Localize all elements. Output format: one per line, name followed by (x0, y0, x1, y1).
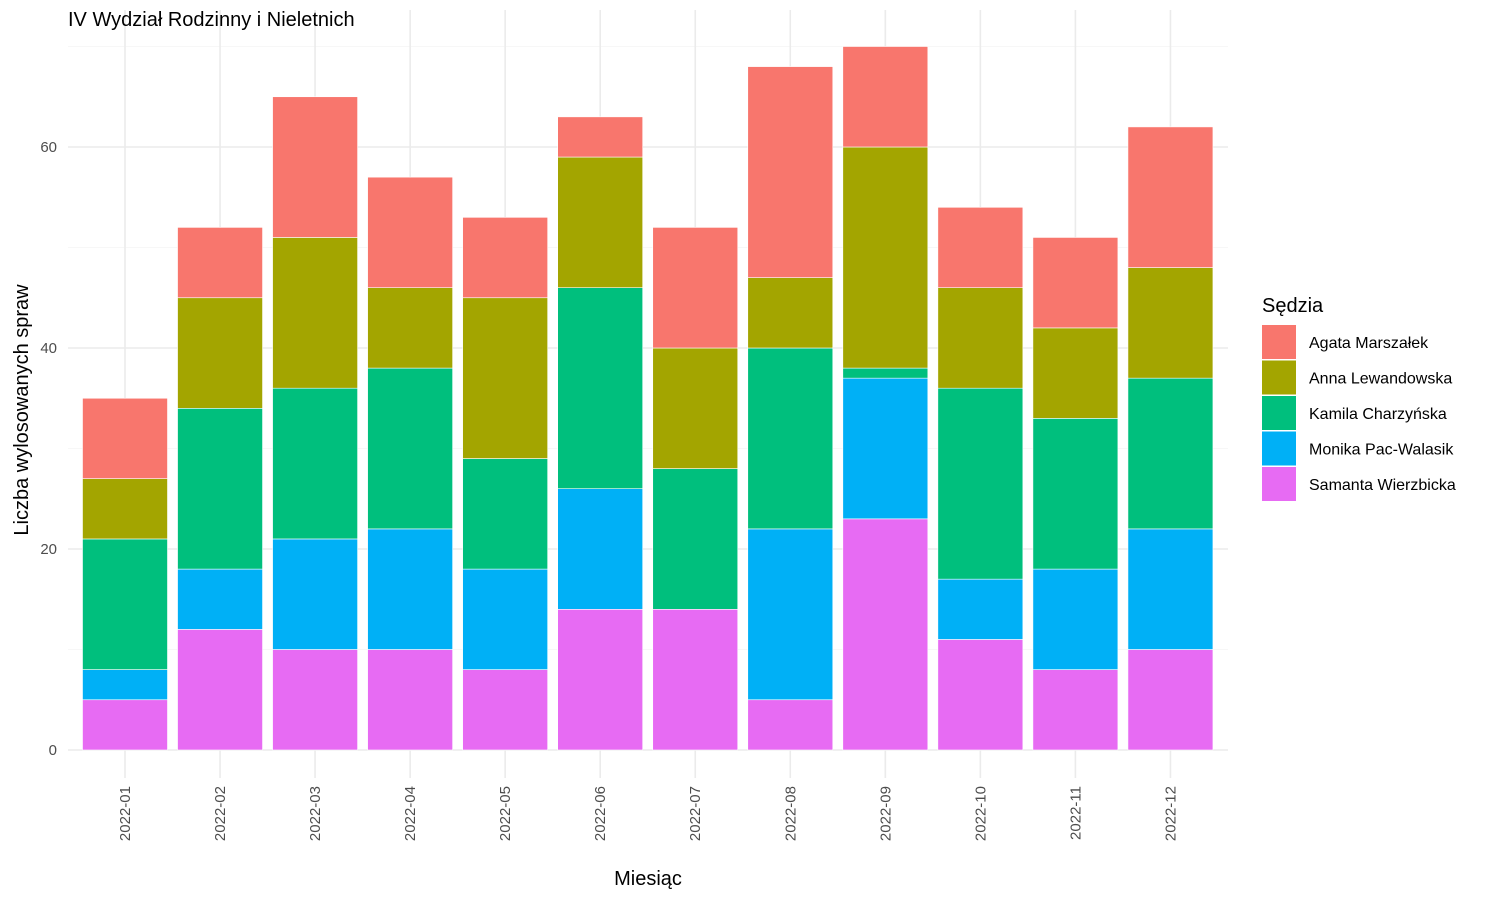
bar-segment: 2022-10 — Kamila Charzyńska: 19 (937, 387, 1024, 580)
bar-segment: 2022-09 — Anna Lewandowska: 22 (842, 146, 929, 369)
bar-segment: 2022-04 — Samanta Wierzbicka: 10 (367, 649, 453, 751)
x-tick-label: 2022-04 (402, 786, 419, 841)
legend-swatch (1262, 431, 1296, 466)
bar-segment: 2022-02 — Kamila Charzyńska: 16 (177, 407, 263, 570)
legend-label: Anna Lewandowska (1309, 371, 1452, 388)
legend-swatch (1262, 360, 1296, 395)
bar-segment: 2022-06 — Agata Marszałek: 4 (557, 116, 644, 158)
bar-segment: 2022-02 — Agata Marszałek: 7 (177, 227, 263, 299)
x-tick-label: 2022-10 (972, 786, 989, 841)
legend-swatch (1262, 325, 1296, 359)
bar-segment: 2022-05 — Samanta Wierzbicka: 8 (462, 669, 548, 751)
bar-segment: 2022-03 — Anna Lewandowska: 15 (272, 237, 358, 389)
bar-segment: 2022-09 — Monika Pac-Walasik: 14 (842, 377, 929, 520)
bar-segment: 2022-12 — Anna Lewandowska: 11 (1127, 267, 1214, 379)
bar-segment: 2022-06 — Samanta Wierzbicka: 14 (557, 608, 644, 751)
bar-segment: 2022-01 — Monika Pac-Walasik: 3 (82, 669, 168, 701)
bar-segment: 2022-07 — Agata Marszałek: 12 (652, 227, 739, 349)
bar-segment: 2022-10 — Monika Pac-Walasik: 6 (937, 578, 1024, 640)
chart-title: IV Wydział Rodzinny i Nieletnich (68, 9, 355, 31)
bar-segment: 2022-12 — Samanta Wierzbicka: 10 (1127, 649, 1214, 751)
x-axis-title: Miesiąc (614, 868, 682, 890)
bar-segment: 2022-09 — Agata Marszałek: 10 (842, 46, 929, 148)
legend-label: Monika Pac-Walasik (1309, 442, 1454, 459)
bar-segment: 2022-04 — Anna Lewandowska: 8 (367, 287, 453, 369)
bar-segment: 2022-07 — Samanta Wierzbicka: 14 (652, 608, 739, 751)
y-tick-label: 20 (40, 541, 57, 558)
bar-segment: 2022-08 — Monika Pac-Walasik: 17 (747, 528, 834, 701)
bar-segment: 2022-04 — Kamila Charzyńska: 16 (367, 367, 453, 530)
legend: Sędzia Agata Marszałek Anna Lewandowska Ka… (1262, 295, 1456, 501)
x-tick-label: 2022-11 (1067, 786, 1084, 840)
bar-segment: 2022-04 — Monika Pac-Walasik: 12 (367, 528, 453, 650)
bar-segment: 2022-02 — Samanta Wierzbicka: 12 (177, 629, 263, 751)
x-tick-label: 2022-06 (592, 786, 609, 841)
x-tick-label: 2022-05 (497, 786, 514, 841)
bar-segment: 2022-06 — Kamila Charzyńska: 20 (557, 287, 644, 490)
bar-segment: 2022-05 — Monika Pac-Walasik: 10 (462, 568, 548, 670)
bar-segment: 2022-11 — Anna Lewandowska: 9 (1032, 327, 1119, 419)
legend-label: Agata Marszałek (1309, 335, 1429, 352)
bar-segment: 2022-10 — Anna Lewandowska: 10 (937, 287, 1024, 389)
legend-swatch (1262, 396, 1296, 430)
bar-segment: 2022-10 — Samanta Wierzbicka: 11 (937, 639, 1024, 751)
bar-segment: 2022-09 — Kamila Charzyńska: 1 (842, 367, 929, 379)
x-tick-label: 2022-01 (117, 786, 134, 841)
bar-segment: 2022-01 — Agata Marszałek: 8 (82, 397, 168, 479)
bar-segment: 2022-06 — Anna Lewandowska: 13 (557, 156, 644, 288)
y-axis-title: Liczba wylosowanych spraw (11, 284, 33, 536)
bar-segment: 2022-04 — Agata Marszałek: 11 (367, 176, 453, 288)
bar-segment: 2022-05 — Anna Lewandowska: 16 (462, 297, 548, 459)
bar-segment: 2022-03 — Monika Pac-Walasik: 11 (272, 538, 358, 650)
y-tick-label: 40 (40, 340, 57, 357)
bar-segment: 2022-06 — Monika Pac-Walasik: 12 (557, 488, 644, 610)
bar-segment: 2022-08 — Kamila Charzyńska: 18 (747, 347, 834, 530)
bar-segment: 2022-09 — Samanta Wierzbicka: 23 (842, 518, 929, 751)
y-axis-ticks: 0 20 40 60 (40, 139, 57, 759)
x-axis-ticks: 2022-01 2022-02 2022-03 2022-04 2022-05 2022-… (117, 786, 1179, 841)
bar-segment: 2022-08 — Samanta Wierzbicka: 5 (747, 699, 834, 751)
bar-segment: 2022-11 — Samanta Wierzbicka: 8 (1032, 669, 1119, 751)
x-tick-label: 2022-03 (307, 786, 324, 841)
legend-items: Agata Marszałek Anna Lewandowska Kamila Ch… (1262, 325, 1456, 501)
bar-segment: 2022-02 — Monika Pac-Walasik: 6 (177, 568, 263, 630)
bar-segment: 2022-05 — Agata Marszałek: 8 (462, 217, 548, 299)
bar-segment: 2022-11 — Monika Pac-Walasik: 10 (1032, 568, 1119, 670)
x-tick-label: 2022-07 (687, 786, 704, 841)
x-tick-label: 2022-08 (782, 786, 799, 841)
x-tick-label: 2022-12 (1162, 786, 1179, 841)
bar-segment: 2022-12 — Kamila Charzyńska: 15 (1127, 377, 1214, 530)
bar-segment: 2022-03 — Samanta Wierzbicka: 10 (272, 649, 358, 751)
x-tick-label: 2022-02 (212, 786, 229, 841)
bar-segment: 2022-01 — Anna Lewandowska: 6 (82, 478, 168, 540)
bar-segment: 2022-03 — Agata Marszałek: 14 (272, 96, 358, 238)
bar-segment: 2022-01 — Kamila Charzyńska: 13 (82, 538, 168, 670)
legend-title: Sędzia (1262, 295, 1324, 317)
x-tick-label: 2022-09 (877, 786, 894, 841)
bar-segment: 2022-02 — Anna Lewandowska: 11 (177, 297, 263, 409)
bar-segment: 2022-01 — Samanta Wierzbicka: 5 (82, 699, 168, 751)
y-tick-label: 60 (40, 139, 57, 156)
bar-segment: 2022-11 — Agata Marszałek: 9 (1032, 237, 1119, 329)
bar-segment: 2022-08 — Anna Lewandowska: 7 (747, 277, 834, 349)
bar-segment: 2022-10 — Agata Marszałek: 8 (937, 207, 1024, 289)
bar-segment: 2022-12 — Monika Pac-Walasik: 12 (1127, 528, 1214, 650)
legend-swatch (1262, 467, 1296, 501)
y-tick-label: 0 (49, 742, 57, 759)
legend-label: Samanta Wierzbicka (1309, 477, 1456, 494)
bar-segment: 2022-05 — Kamila Charzyńska: 11 (462, 458, 548, 570)
bar-segment: 2022-07 — Kamila Charzyńska: 14 (652, 468, 739, 610)
bar-segment: 2022-11 — Kamila Charzyńska: 15 (1032, 418, 1119, 570)
bar-segment: 2022-08 — Agata Marszałek: 21 (747, 66, 834, 278)
bar-segment: 2022-12 — Agata Marszałek: 14 (1127, 126, 1214, 268)
bar-segment: 2022-03 — Kamila Charzyńska: 15 (272, 387, 358, 540)
legend-label: Kamila Charzyńska (1309, 406, 1447, 423)
bar-segment: 2022-07 — Anna Lewandowska: 12 (652, 347, 739, 469)
